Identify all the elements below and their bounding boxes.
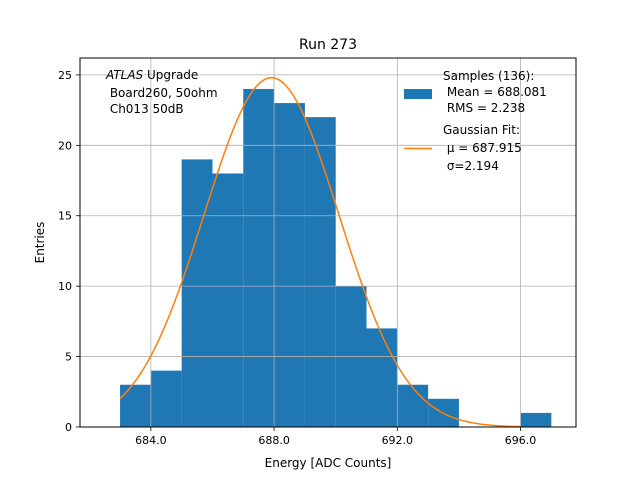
x-tick-label: 696.0 [505, 434, 537, 447]
legend-samples-line-1: Samples (136): [443, 69, 534, 83]
annotation-upgrade: Upgrade [143, 68, 198, 82]
legend-samples-line-3: RMS = 2.238 [443, 101, 525, 115]
histogram-bar [397, 384, 429, 427]
histogram-bar [181, 159, 213, 427]
x-tick-label: 688.0 [258, 434, 290, 447]
atlas-label: ATLAS [105, 68, 144, 82]
legend-fit-line-1: Gaussian Fit: [443, 123, 520, 137]
annotation-line-1: ATLAS Upgrade [105, 68, 198, 82]
histogram-bar [366, 328, 398, 427]
legend-samples-swatch [404, 89, 432, 99]
gaussian-fit-curve [119, 76, 521, 428]
histogram-bar [304, 117, 336, 428]
histogram-bar [274, 103, 305, 427]
annotation-line-2: Board260, 50ohm [106, 86, 218, 100]
histogram-bar [150, 370, 182, 427]
x-axis-label: Energy [ADC Counts] [265, 456, 392, 470]
x-axis-ticks: 684.0 688.0 692.0 696.0 [135, 427, 536, 447]
plot-frame [79, 57, 577, 428]
histogram-bar [520, 412, 552, 427]
legend-fit-line-3: σ=2.194 [443, 159, 499, 173]
x-tick-label: 692.0 [382, 434, 414, 447]
histogram-bar [243, 88, 275, 427]
y-tick-label: 20 [58, 139, 72, 152]
x-tick-label: 684.0 [135, 434, 167, 447]
y-tick-label: 25 [58, 69, 72, 82]
legend-fit-line-2: μ = 687.915 [443, 141, 522, 155]
histogram-bar [120, 384, 151, 427]
y-tick-label: 0 [65, 421, 72, 434]
y-tick-label: 15 [58, 210, 72, 223]
chart-title: Run 273 [299, 37, 357, 53]
y-tick-label: 5 [65, 351, 72, 364]
y-axis-label: Entries [33, 222, 47, 264]
y-axis-ticks: 0 5 10 15 20 25 [58, 69, 80, 434]
histogram-bar [212, 173, 244, 427]
legend-samples-line-2: Mean = 688.081 [443, 85, 547, 99]
atlas-annotation: ATLAS Upgrade Board260, 50ohm Ch013 50dB [105, 68, 218, 116]
y-tick-label: 10 [58, 280, 72, 293]
legend: Samples (136): Mean = 688.081 RMS = 2.23… [404, 69, 547, 173]
histogram-bars [120, 88, 552, 428]
annotation-line-3: Ch013 50dB [106, 102, 184, 116]
